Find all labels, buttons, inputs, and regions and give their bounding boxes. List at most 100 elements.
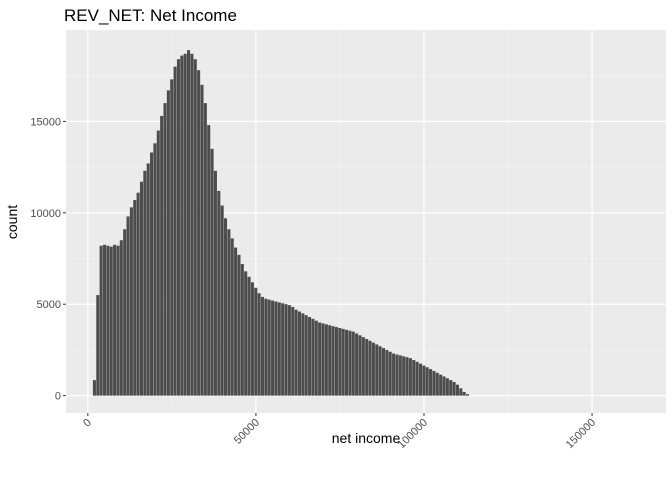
chart-title: REV_NET: Net Income [64, 6, 237, 25]
y-tick-label: 5000 [37, 299, 61, 311]
histogram-bar [203, 103, 207, 396]
histogram-bar [398, 355, 402, 396]
histogram-bar [119, 240, 123, 396]
histogram-bar [429, 369, 433, 396]
histogram-bar [308, 317, 312, 396]
histogram-bar [314, 320, 318, 396]
histogram-bar [435, 372, 439, 396]
histogram-bar [351, 331, 355, 396]
histogram-bar [133, 200, 137, 396]
histogram-bar [166, 90, 170, 396]
histogram-bar [287, 305, 291, 396]
histogram-bar [190, 53, 194, 396]
histogram-bar [301, 313, 305, 396]
histogram-bar [375, 344, 379, 396]
histogram-bar [230, 238, 234, 396]
histogram-bar [334, 327, 338, 396]
histogram-bar [113, 244, 117, 396]
histogram-bar [277, 302, 281, 396]
histogram-bar [220, 205, 224, 396]
y-tick-label: 10000 [30, 208, 61, 220]
histogram-bar [136, 192, 140, 396]
histogram-bar [92, 380, 96, 396]
histogram-bar [442, 376, 446, 396]
histogram-bar [328, 325, 332, 396]
histogram-bar [271, 300, 275, 396]
histogram-bar [392, 353, 396, 396]
histogram-bar [408, 358, 412, 396]
x-tick-label: 0 [81, 417, 94, 430]
histogram-bar [348, 330, 352, 396]
y-tick-label: 0 [55, 391, 61, 403]
x-axis-title: net income [332, 430, 401, 446]
histogram-bar [321, 323, 325, 396]
histogram-bar [173, 66, 177, 396]
histogram-bar [207, 125, 211, 396]
histogram-bar [385, 349, 389, 396]
histogram-bar [244, 271, 248, 396]
histogram-bar [274, 301, 278, 396]
histogram-bar [291, 306, 295, 396]
x-tick-label: 50000 [232, 417, 262, 447]
histogram-bar [455, 384, 459, 396]
histogram-bar [254, 287, 258, 396]
histogram-bar [412, 359, 416, 396]
histogram-bar [227, 229, 231, 396]
histogram-bar [284, 304, 288, 396]
histogram-bar [311, 318, 315, 396]
histogram-bar [106, 245, 110, 396]
histogram-bar [217, 190, 221, 396]
histogram-bar [264, 298, 268, 396]
histogram-bar [116, 245, 120, 396]
histogram-bar [143, 170, 147, 396]
histogram-bar [344, 329, 349, 396]
histogram-bar [234, 247, 238, 396]
histogram-bar [361, 337, 365, 396]
histogram-bar [281, 303, 285, 396]
histogram-bar [99, 245, 103, 396]
histogram-bar [210, 148, 214, 396]
y-tick-label: 15000 [30, 116, 61, 128]
histogram-bar [96, 295, 100, 396]
histogram-bar [193, 59, 197, 396]
histogram-bar [331, 326, 335, 396]
histogram-bar [200, 84, 204, 396]
histogram-bar [139, 181, 144, 396]
histogram-bar [405, 357, 409, 396]
histogram-bar [156, 130, 160, 396]
histogram-bar [237, 254, 241, 396]
histogram-bar [304, 315, 308, 396]
histogram-bar [395, 354, 399, 396]
histogram-bar [123, 229, 127, 396]
histogram-bar [160, 115, 164, 396]
histogram-bar [422, 365, 426, 396]
histogram-bar [381, 348, 386, 396]
histogram-bar [371, 342, 375, 396]
histogram-bar [180, 55, 184, 396]
histogram-bar [452, 381, 456, 396]
x-tick-label: 100000 [396, 417, 430, 451]
histogram-bar [260, 296, 265, 396]
histogram-bar [368, 340, 372, 396]
histogram-bar [341, 328, 345, 396]
histogram-bar [109, 246, 113, 396]
histogram-bar [425, 367, 429, 396]
histogram-bar [163, 103, 167, 396]
histogram-bar [462, 391, 466, 396]
histogram-bars [92, 50, 470, 396]
histogram-bar [213, 170, 217, 396]
histogram-bar [358, 335, 362, 396]
x-tick-label: 150000 [564, 417, 598, 451]
histogram-bar [324, 324, 328, 396]
histogram-bar [153, 143, 157, 396]
histogram-bar [150, 152, 154, 396]
histogram-bar [355, 333, 359, 396]
histogram-bar [466, 394, 470, 396]
histogram-bar [297, 311, 301, 396]
histogram-bar [197, 70, 201, 396]
histogram-bar [176, 59, 180, 396]
histogram-bar [247, 276, 251, 396]
histogram-bar [318, 322, 322, 396]
histogram-bar [267, 299, 271, 396]
